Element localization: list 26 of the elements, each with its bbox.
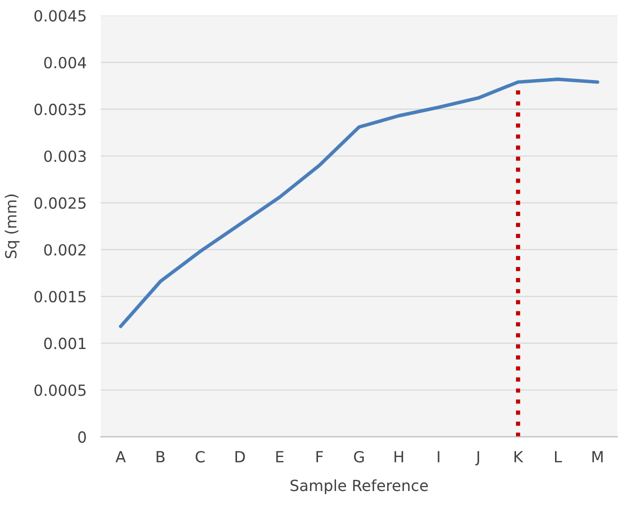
x-tick-label: E [276, 451, 284, 462]
x-tick-label: A [116, 451, 126, 462]
x-tick-label: B [156, 451, 165, 462]
y-tick-label: 0.0025 [34, 197, 86, 209]
y-tick-label: 0.003 [44, 150, 86, 162]
x-tick-label: F [316, 451, 323, 462]
x-tick-label: H [394, 451, 404, 462]
x-tick-label: G [354, 450, 364, 463]
y-axis-title: Sq (mm) [4, 194, 20, 258]
x-tick-label: I [438, 451, 440, 462]
y-tick-label: 0 [78, 431, 86, 443]
y-tick-label: 0.0005 [34, 384, 86, 396]
x-tick-label: J [475, 451, 480, 466]
line-series [118, 78, 600, 328]
x-tick-label: D [236, 451, 245, 462]
x-axis-title: Sample Reference [290, 479, 428, 494]
y-tick-label: 0.0015 [34, 290, 86, 302]
y-tick-label: 0.004 [44, 56, 86, 68]
y-tick-label: 0.0035 [34, 104, 86, 116]
y-tick-label: 0.002 [44, 244, 86, 256]
x-tick-label: M [592, 451, 603, 462]
x-tick-label: L [555, 451, 562, 462]
y-tick-label: 0.0045 [34, 10, 86, 22]
x-tick-label: K [514, 451, 524, 462]
x-tick-label: C [196, 450, 205, 463]
y-tick-label: 0.001 [44, 338, 86, 350]
